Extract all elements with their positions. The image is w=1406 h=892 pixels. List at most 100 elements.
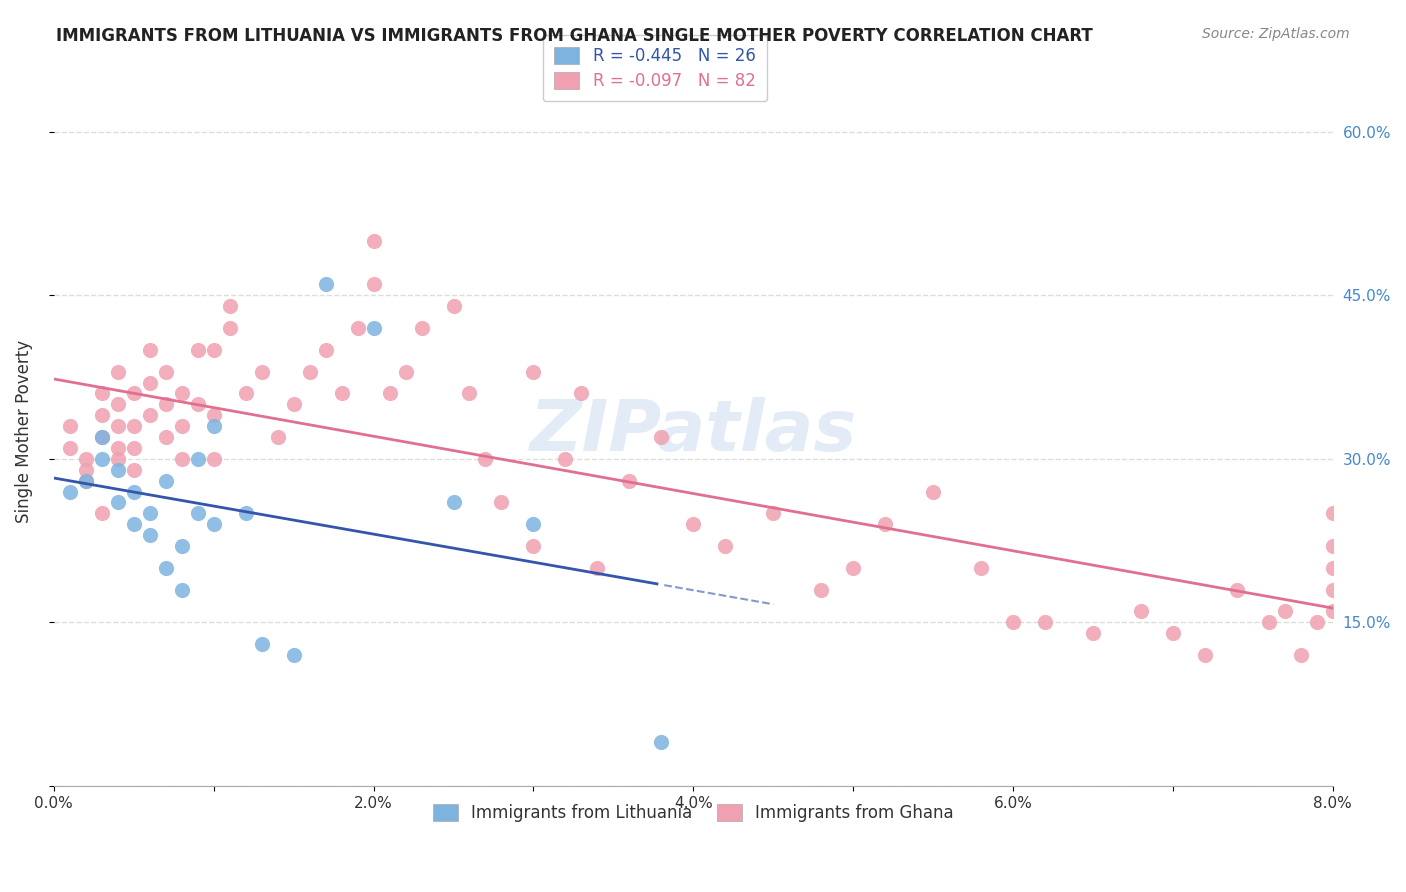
Point [122, 463, 145, 477]
Point [139, 409, 162, 423]
Point [1322, 539, 1344, 553]
Point [714, 539, 737, 553]
Point [1226, 582, 1249, 597]
Point [139, 506, 162, 520]
Point [107, 463, 129, 477]
Point [170, 451, 193, 466]
Point [554, 451, 576, 466]
Point [218, 299, 240, 313]
Point [122, 441, 145, 455]
Point [363, 234, 385, 248]
Point [122, 484, 145, 499]
Point [762, 506, 785, 520]
Point [170, 539, 193, 553]
Text: Source: ZipAtlas.com: Source: ZipAtlas.com [1202, 27, 1350, 41]
Point [283, 397, 305, 411]
Point [571, 386, 593, 401]
Point [1322, 561, 1344, 575]
Point [474, 451, 496, 466]
Point [202, 419, 225, 434]
Point [187, 343, 209, 357]
Point [59, 419, 82, 434]
Point [90, 430, 112, 444]
Point [75, 474, 97, 488]
Point [619, 474, 641, 488]
Point [202, 343, 225, 357]
Point [107, 451, 129, 466]
Point [443, 299, 465, 313]
Point [107, 419, 129, 434]
Point [443, 495, 465, 509]
Point [586, 561, 609, 575]
Point [90, 506, 112, 520]
Point [155, 397, 177, 411]
Point [283, 648, 305, 662]
Point [1274, 604, 1296, 618]
Point [411, 321, 433, 335]
Point [1129, 604, 1152, 618]
Point [1257, 615, 1279, 630]
Point [75, 463, 97, 477]
Point [155, 430, 177, 444]
Point [235, 506, 257, 520]
Point [107, 495, 129, 509]
Point [250, 365, 273, 379]
Point [363, 277, 385, 292]
Point [122, 419, 145, 434]
Point [202, 517, 225, 532]
Legend: Immigrants from Lithuania, Immigrants from Ghana: Immigrants from Lithuania, Immigrants fr… [420, 793, 966, 834]
Text: ZIPatlas: ZIPatlas [530, 397, 858, 467]
Y-axis label: Single Mother Poverty: Single Mother Poverty [15, 340, 32, 524]
Point [139, 376, 162, 390]
Point [187, 506, 209, 520]
Point [170, 582, 193, 597]
Point [170, 386, 193, 401]
Point [202, 409, 225, 423]
Point [266, 430, 288, 444]
Point [394, 365, 416, 379]
Point [810, 582, 832, 597]
Point [458, 386, 481, 401]
Point [122, 517, 145, 532]
Point [90, 409, 112, 423]
Point [1306, 615, 1329, 630]
Point [155, 561, 177, 575]
Point [90, 451, 112, 466]
Point [202, 451, 225, 466]
Point [298, 365, 321, 379]
Point [235, 386, 257, 401]
Point [250, 637, 273, 651]
Point [1322, 506, 1344, 520]
Point [107, 441, 129, 455]
Point [139, 528, 162, 542]
Point [59, 484, 82, 499]
Text: IMMIGRANTS FROM LITHUANIA VS IMMIGRANTS FROM GHANA SINGLE MOTHER POVERTY CORRELA: IMMIGRANTS FROM LITHUANIA VS IMMIGRANTS … [56, 27, 1092, 45]
Point [1161, 626, 1184, 640]
Point [187, 397, 209, 411]
Point [1194, 648, 1216, 662]
Point [330, 386, 353, 401]
Point [1289, 648, 1312, 662]
Point [139, 343, 162, 357]
Point [107, 397, 129, 411]
Point [315, 277, 337, 292]
Point [75, 474, 97, 488]
Point [155, 365, 177, 379]
Point [218, 321, 240, 335]
Point [170, 419, 193, 434]
Point [842, 561, 865, 575]
Point [1322, 582, 1344, 597]
Point [1322, 604, 1344, 618]
Point [650, 735, 672, 749]
Point [59, 441, 82, 455]
Point [122, 386, 145, 401]
Point [522, 365, 544, 379]
Point [90, 386, 112, 401]
Point [491, 495, 513, 509]
Point [922, 484, 945, 499]
Point [75, 451, 97, 466]
Point [522, 539, 544, 553]
Point [1033, 615, 1056, 630]
Point [1081, 626, 1104, 640]
Point [315, 343, 337, 357]
